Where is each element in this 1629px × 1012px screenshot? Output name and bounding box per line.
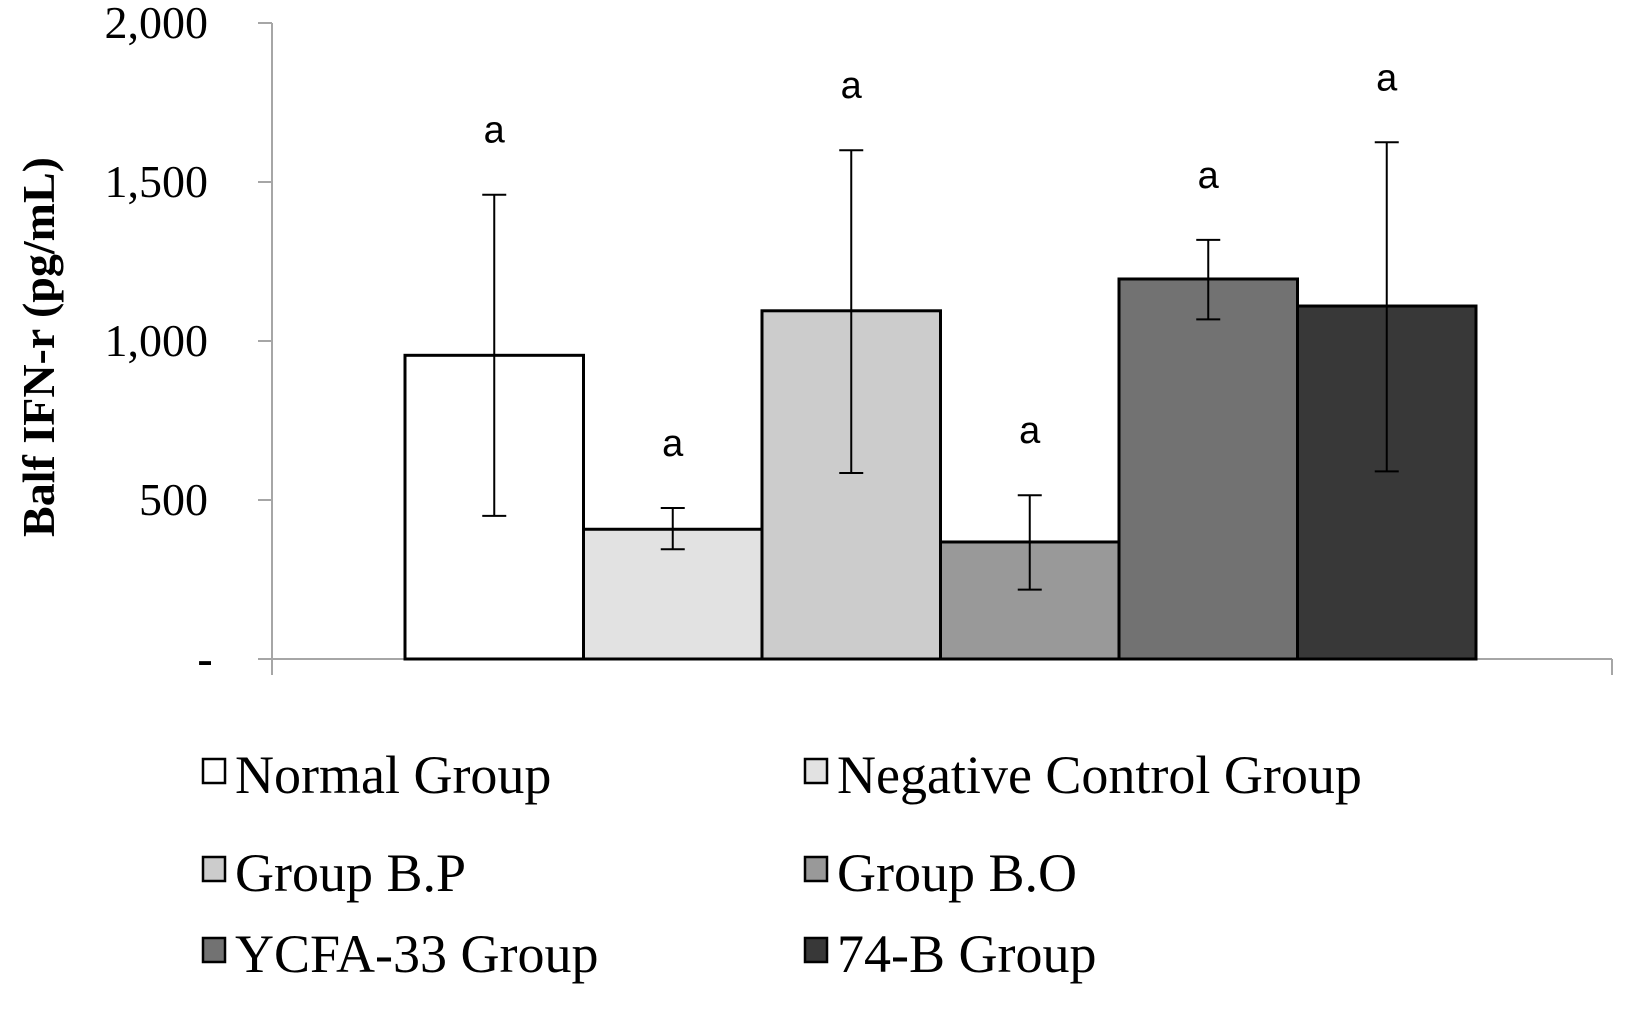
y-tick-label: 500 bbox=[139, 474, 208, 525]
legend-label: Group B.O bbox=[837, 843, 1077, 903]
bar bbox=[1117, 277, 1299, 661]
legend-item: YCFA-33 Group bbox=[201, 924, 599, 984]
legend: Normal Group Negative Control Group Group … bbox=[201, 745, 1362, 984]
legend-item: Group B.P bbox=[201, 843, 466, 903]
significance-label: a bbox=[841, 65, 863, 107]
legend-item: Normal Group bbox=[201, 745, 551, 805]
significance-label: a bbox=[1198, 155, 1220, 197]
y-axis-label: Balf IFN-r (pg/mL) bbox=[13, 157, 64, 537]
legend-item: 74-B Group bbox=[803, 924, 1096, 984]
legend-label: 74-B Group bbox=[837, 924, 1096, 984]
legend-label: Normal Group bbox=[235, 745, 551, 805]
legend-swatch bbox=[201, 757, 227, 785]
significance-label: a bbox=[484, 110, 506, 152]
legend-item: Group B.O bbox=[803, 843, 1077, 903]
legend-label: Negative Control Group bbox=[837, 745, 1362, 805]
y-tick-label: 2,000 bbox=[105, 0, 209, 48]
legend-swatch bbox=[803, 936, 829, 964]
y-tick-label: 1,000 bbox=[105, 315, 209, 366]
legend-label: YCFA-33 Group bbox=[235, 924, 599, 984]
legend-label: Group B.P bbox=[235, 843, 466, 903]
legend-swatch bbox=[803, 855, 829, 883]
y-tick-label: 1,500 bbox=[105, 156, 209, 207]
significance-label: a bbox=[1019, 410, 1041, 452]
significance-label: a bbox=[1376, 57, 1398, 99]
legend-item: Negative Control Group bbox=[803, 745, 1362, 805]
y-tick-label: - bbox=[197, 633, 212, 684]
significance-label: a bbox=[662, 423, 684, 465]
axes: - 500 1,000 1,500 2,000 Balf IFN-r (pg/mL) bbox=[13, 0, 1613, 684]
bars: a a a a a a bbox=[403, 57, 1478, 661]
legend-swatch bbox=[201, 936, 227, 964]
legend-swatch bbox=[803, 757, 829, 785]
legend-swatch bbox=[201, 855, 227, 883]
y-ticks: - 500 1,000 1,500 2,000 bbox=[105, 0, 272, 684]
